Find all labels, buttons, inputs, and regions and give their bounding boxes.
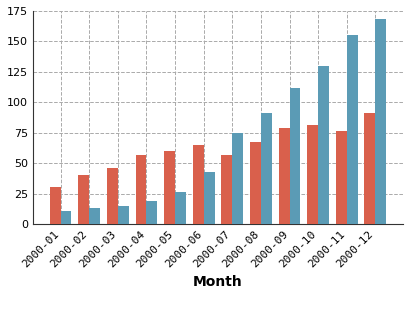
Bar <box>192 145 203 224</box>
Bar <box>335 132 346 224</box>
Bar <box>164 151 175 224</box>
Bar <box>117 206 128 224</box>
Bar <box>375 20 385 224</box>
Bar <box>61 211 71 224</box>
Bar <box>260 113 271 224</box>
Bar <box>278 128 289 224</box>
Bar <box>175 192 186 224</box>
Bar <box>289 88 300 224</box>
Bar <box>89 208 100 224</box>
Bar <box>146 201 157 224</box>
Bar <box>249 142 260 224</box>
Bar <box>221 155 232 224</box>
Bar <box>135 155 146 224</box>
Bar <box>107 168 117 224</box>
Bar <box>203 172 214 224</box>
Bar <box>346 35 357 224</box>
X-axis label: Month: Month <box>193 275 242 289</box>
Bar <box>306 125 317 224</box>
Bar <box>232 133 243 224</box>
Bar <box>317 66 328 224</box>
Bar <box>78 175 89 224</box>
Bar <box>364 113 375 224</box>
Bar <box>49 188 61 224</box>
